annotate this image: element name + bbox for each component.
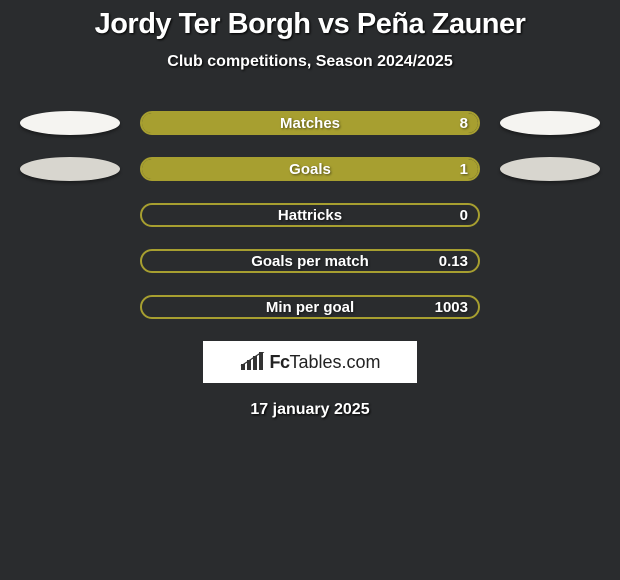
page-subtitle: Club competitions, Season 2024/2025 [167, 53, 452, 71]
bar-right-value: 0.13 [439, 251, 468, 271]
stat-row: Goals1 [0, 157, 620, 181]
stat-row: Goals per match0.13 [0, 249, 620, 273]
bar-right-value: 1003 [435, 297, 468, 317]
bar-right-value: 1 [460, 159, 468, 179]
left-ellipse-icon [20, 111, 120, 135]
stat-bar: Hattricks0 [140, 203, 480, 227]
bar-stat-label: Matches [142, 113, 478, 133]
stat-row: Min per goal1003 [0, 295, 620, 319]
stat-row: Matches8 [0, 111, 620, 135]
date-label: 17 january 2025 [250, 401, 369, 419]
brand-text-fc: Fc [269, 352, 289, 373]
stat-left-side [0, 111, 140, 135]
bar-right-value: 8 [460, 113, 468, 133]
stat-bar: Min per goal1003 [140, 295, 480, 319]
stat-bar: Goals1 [140, 157, 480, 181]
bar-right-value: 0 [460, 205, 468, 225]
bar-stat-label: Goals [142, 159, 478, 179]
stat-rows: Matches8Goals1Hattricks0Goals per match0… [0, 111, 620, 319]
page-title: Jordy Ter Borgh vs Peña Zauner [95, 8, 526, 41]
stat-right-side [480, 111, 620, 135]
right-ellipse-icon [500, 157, 600, 181]
bar-stat-label: Min per goal [142, 297, 478, 317]
stat-right-side [480, 157, 620, 181]
left-ellipse-icon [20, 157, 120, 181]
bar-stat-label: Hattricks [142, 205, 478, 225]
bar-stat-label: Goals per match [142, 251, 478, 271]
brand-badge[interactable]: FcTables.com [203, 341, 417, 383]
stat-bar: Goals per match0.13 [140, 249, 480, 273]
right-ellipse-icon [500, 111, 600, 135]
comparison-card: Jordy Ter Borgh vs Peña Zauner Club comp… [0, 0, 620, 419]
stat-left-side [0, 157, 140, 181]
brand-text-rest: Tables.com [289, 352, 380, 373]
stat-row: Hattricks0 [0, 203, 620, 227]
brand-chart-icon [239, 352, 265, 372]
stat-bar: Matches8 [140, 111, 480, 135]
brand-text: FcTables.com [269, 352, 380, 373]
